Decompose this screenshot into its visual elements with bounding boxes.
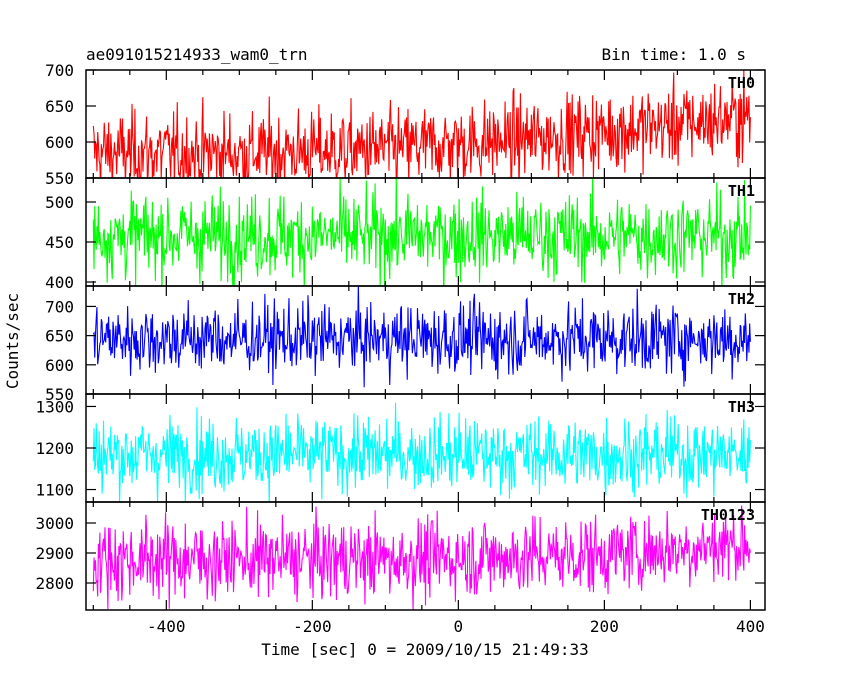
y-tick-label: 1100 xyxy=(35,481,74,500)
series-line-th2 xyxy=(92,286,751,388)
y-tick-label: 650 xyxy=(45,97,74,116)
x-tick-label: 400 xyxy=(736,617,765,636)
series-line-th3 xyxy=(92,402,751,502)
panel-frame xyxy=(85,501,766,611)
y-tick-label: 600 xyxy=(45,133,74,152)
panel-label: TH1 xyxy=(728,182,755,200)
bin-time-label: Bin time: 1.0 s xyxy=(602,45,747,64)
panel-th3: 1100 1200 1300 TH3 xyxy=(35,393,766,503)
x-axis-label: Time [sec] 0 = 2009/10/15 21:49:33 xyxy=(261,640,589,659)
y-tick-label: 550 xyxy=(45,385,74,404)
y-tick-label: 1200 xyxy=(35,439,74,458)
x-tick-label: -400 xyxy=(147,617,186,636)
panel-th0: 550 600 650 700 TH0 xyxy=(45,61,766,188)
y-axis-label: Counts/sec xyxy=(3,293,22,389)
y-tick-label: 450 xyxy=(45,233,74,252)
series-line-th0123 xyxy=(92,505,751,610)
y-tick-label: 650 xyxy=(45,327,74,346)
x-tick-label: 200 xyxy=(590,617,619,636)
panel-label: TH0123 xyxy=(701,506,755,524)
x-tick-label: 0 xyxy=(454,617,464,636)
y-tick-label: 700 xyxy=(45,61,74,80)
panel-th0123: 2800 2900 3000 TH0123 xyxy=(35,501,766,611)
panel-label: TH0 xyxy=(728,74,755,92)
y-tick-label: 3000 xyxy=(35,514,74,533)
y-tick-label: 500 xyxy=(45,193,74,212)
y-tick-label: 600 xyxy=(45,356,74,375)
panel-th1: 400 450 500 TH1 xyxy=(45,177,766,292)
panel-th2: 550 600 650 700 TH2 xyxy=(45,285,766,404)
panel-label: TH3 xyxy=(728,398,755,416)
y-tick-label: 2800 xyxy=(35,574,74,593)
x-tick-label: -200 xyxy=(293,617,332,636)
panel-stack: 550 600 650 700 TH0 400 450 500 TH1 550 600 650 700 T… xyxy=(35,61,766,636)
y-tick-label: 400 xyxy=(45,273,74,292)
figure-title: ae091015214933_wam0_trn xyxy=(86,45,308,64)
y-tick-label: 2900 xyxy=(35,544,74,563)
y-tick-label: 700 xyxy=(45,297,74,316)
series-line-th1 xyxy=(92,178,751,286)
y-tick-label: 550 xyxy=(45,169,74,188)
panel-frame xyxy=(85,177,766,287)
series-line-th0 xyxy=(92,70,751,178)
panel-label: TH2 xyxy=(728,290,755,308)
y-tick-label: 1300 xyxy=(35,397,74,416)
